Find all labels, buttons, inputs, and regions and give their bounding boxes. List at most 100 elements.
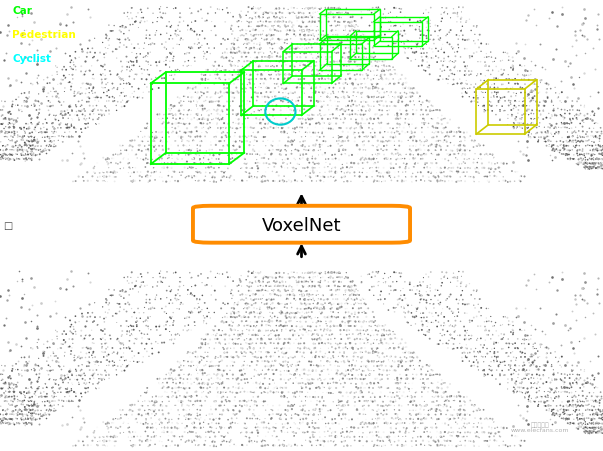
- Point: [177, 366, 187, 373]
- Point: [255, 23, 265, 31]
- Point: [382, 89, 392, 96]
- Point: [469, 144, 478, 152]
- Point: [346, 54, 356, 61]
- Point: [252, 23, 262, 31]
- Point: [579, 368, 589, 375]
- Point: [578, 421, 587, 428]
- Point: [230, 411, 240, 419]
- Point: [241, 169, 250, 176]
- Point: [459, 37, 469, 44]
- Point: [246, 363, 256, 370]
- Point: [4, 121, 13, 129]
- Point: [323, 380, 333, 387]
- Point: [341, 297, 351, 304]
- Point: [4, 419, 13, 426]
- Point: [419, 428, 429, 436]
- Point: [83, 50, 92, 57]
- Point: [229, 143, 238, 150]
- Point: [256, 45, 266, 52]
- Point: [94, 98, 104, 106]
- Point: [324, 331, 334, 339]
- Point: [529, 81, 539, 88]
- Point: [250, 373, 259, 380]
- Point: [336, 327, 346, 334]
- Point: [33, 143, 43, 150]
- Point: [555, 147, 565, 155]
- Point: [350, 433, 359, 441]
- Point: [92, 94, 102, 101]
- Point: [356, 124, 365, 132]
- Point: [223, 10, 233, 17]
- Point: [276, 415, 286, 422]
- Point: [291, 374, 300, 382]
- Point: [163, 129, 173, 136]
- Point: [244, 133, 253, 141]
- Point: [283, 138, 293, 146]
- Point: [93, 380, 103, 387]
- Point: [129, 358, 139, 365]
- Point: [358, 147, 368, 154]
- Point: [545, 405, 554, 413]
- Point: [259, 28, 268, 35]
- Point: [537, 393, 547, 400]
- Point: [11, 151, 21, 158]
- Point: [410, 86, 420, 93]
- Point: [382, 170, 392, 177]
- Point: [369, 84, 379, 92]
- Point: [286, 178, 295, 185]
- Point: [596, 156, 603, 164]
- Point: [503, 112, 513, 119]
- Point: [336, 76, 346, 83]
- Point: [323, 438, 333, 445]
- Point: [531, 81, 541, 88]
- Point: [593, 164, 603, 171]
- Point: [425, 371, 435, 378]
- Point: [353, 28, 362, 35]
- Point: [418, 331, 428, 338]
- Point: [379, 358, 388, 365]
- Point: [347, 46, 356, 54]
- Point: [486, 94, 496, 101]
- Point: [450, 133, 459, 140]
- Point: [476, 415, 485, 422]
- Point: [259, 332, 269, 339]
- Point: [55, 285, 65, 292]
- Point: [300, 80, 309, 87]
- Point: [402, 424, 412, 432]
- Point: [42, 358, 52, 365]
- Point: [11, 102, 21, 110]
- Point: [45, 399, 54, 406]
- Point: [221, 125, 230, 132]
- Point: [509, 64, 519, 71]
- Point: [178, 406, 188, 414]
- Point: [182, 423, 192, 431]
- Point: [344, 319, 353, 327]
- Point: [447, 308, 456, 315]
- Point: [520, 354, 530, 361]
- Point: [300, 51, 309, 58]
- Point: [356, 371, 366, 378]
- Point: [73, 89, 83, 97]
- Point: [0, 371, 6, 378]
- Point: [453, 14, 463, 21]
- Point: [372, 408, 382, 415]
- Point: [563, 108, 572, 115]
- Point: [300, 81, 309, 88]
- Point: [526, 58, 536, 65]
- Point: [564, 120, 573, 128]
- Point: [431, 129, 441, 136]
- Point: [234, 126, 244, 133]
- Point: [529, 7, 538, 14]
- Point: [591, 411, 601, 418]
- Point: [242, 37, 251, 44]
- Point: [270, 275, 279, 282]
- Point: [0, 363, 10, 370]
- Point: [327, 292, 336, 299]
- Point: [308, 165, 317, 172]
- Point: [273, 179, 283, 186]
- Point: [453, 178, 463, 185]
- Point: [306, 13, 315, 20]
- Point: [215, 402, 224, 410]
- Point: [352, 120, 361, 127]
- Point: [279, 350, 289, 357]
